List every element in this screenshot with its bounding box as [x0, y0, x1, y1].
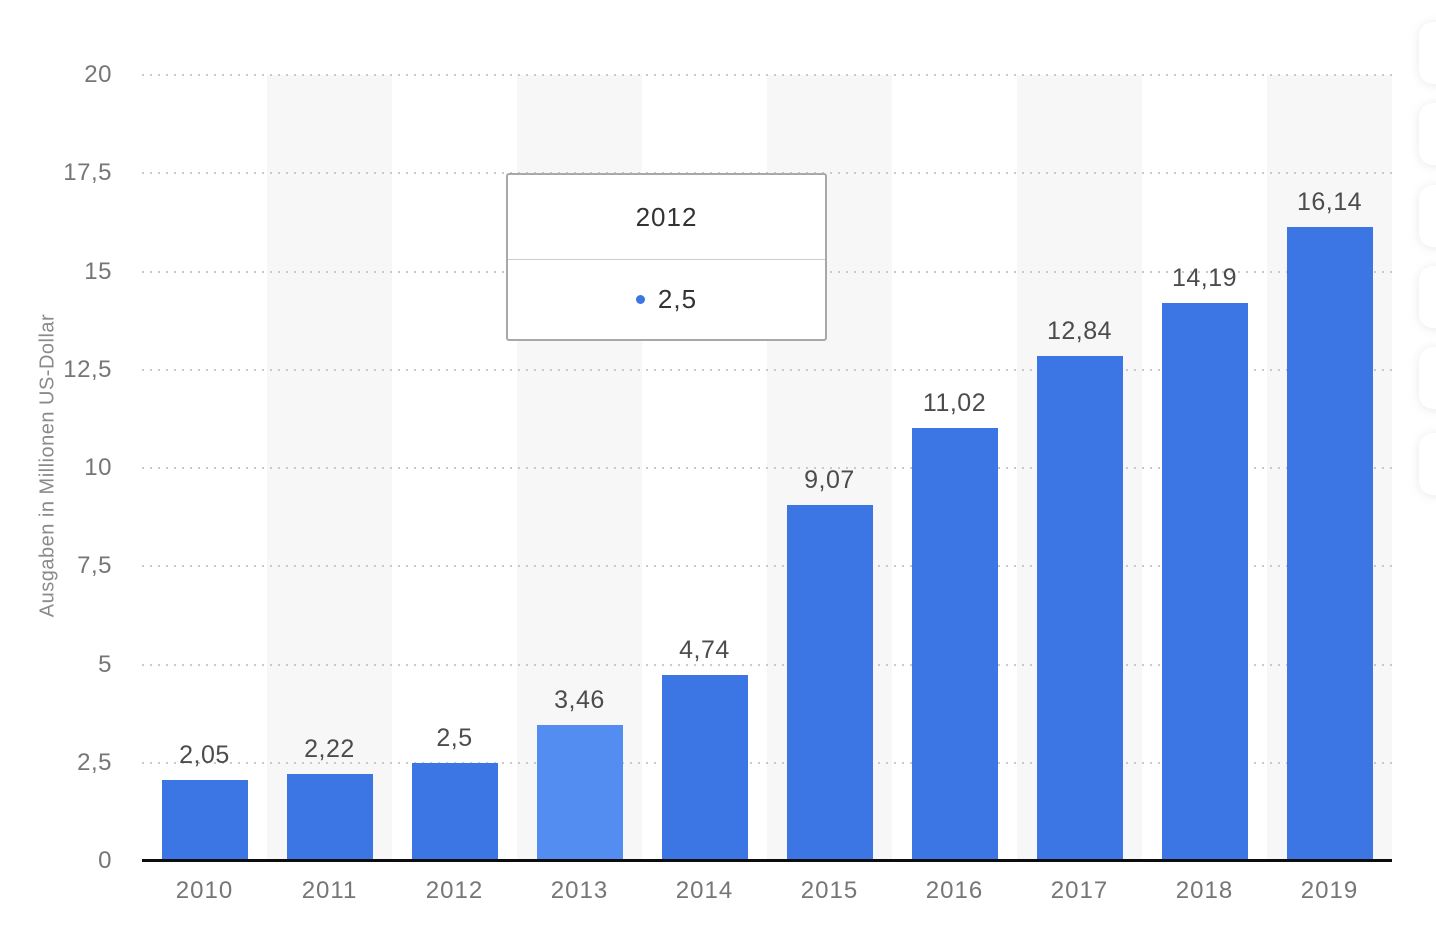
bar-2015[interactable] [786, 504, 873, 860]
x-axis-tick-label: 2010 [175, 877, 234, 904]
x-axis-line [142, 859, 1392, 862]
bar-2011[interactable] [286, 773, 373, 860]
bar-value-label: 2,05 [179, 741, 230, 769]
tooltip-row: 2,5 [508, 260, 825, 339]
bar-value-label: 3,46 [554, 686, 605, 714]
x-axis-tick-label: 2012 [425, 877, 484, 904]
side-rail-button[interactable] [1419, 185, 1436, 247]
bar-2014[interactable] [661, 674, 748, 860]
side-rail-button[interactable] [1419, 266, 1436, 328]
gridline [142, 369, 1392, 371]
y-axis-tick-label: 15 [84, 258, 112, 285]
x-axis-tick-label: 2011 [301, 877, 358, 904]
bar-2019[interactable] [1286, 226, 1373, 860]
tooltip-title: 2012 [508, 175, 825, 260]
x-axis-tick-label: 2019 [1300, 877, 1359, 904]
bar-2012[interactable] [411, 762, 498, 860]
y-axis-tick-label: 0 [98, 847, 112, 874]
bar-2018[interactable] [1161, 303, 1248, 860]
bar-2016[interactable] [911, 427, 998, 860]
x-axis-tick-label: 2013 [550, 877, 609, 904]
bar-value-label: 16,14 [1296, 188, 1363, 216]
y-axis-tick-label: 20 [84, 61, 112, 88]
bar-value-label: 11,02 [922, 389, 987, 417]
y-axis-tick-label: 7,5 [77, 552, 112, 579]
bar-value-label: 2,5 [436, 724, 473, 752]
x-axis-tick-label: 2015 [800, 877, 859, 904]
x-axis-tick-label: 2017 [1050, 877, 1109, 904]
gridline [142, 762, 1392, 764]
bar-2010[interactable] [161, 780, 248, 860]
bar-value-label: 14,19 [1171, 264, 1238, 292]
bar-2013[interactable] [536, 725, 623, 860]
y-axis-tick-label: 12,5 [63, 356, 112, 383]
side-rail-button[interactable] [1419, 103, 1436, 165]
x-axis-tick-label: 2016 [925, 877, 984, 904]
gridline [142, 74, 1392, 76]
side-rail-button[interactable] [1419, 347, 1436, 409]
y-axis-tick-label: 2,5 [77, 749, 112, 776]
bar-value-label: 4,74 [679, 636, 730, 664]
side-rail-button[interactable] [1419, 22, 1436, 84]
hover-tooltip: 2012 2,5 [506, 173, 827, 341]
gridline [142, 664, 1392, 666]
bar-value-label: 2,22 [304, 735, 355, 763]
bar-value-label: 12,84 [1046, 317, 1113, 345]
y-axis-tick-label: 17,5 [63, 159, 112, 186]
series-dot-icon [635, 295, 645, 304]
y-axis-tick-label: 5 [98, 651, 112, 678]
x-axis-tick-label: 2014 [675, 877, 734, 904]
bar-2017[interactable] [1036, 356, 1123, 860]
side-rail-button[interactable] [1419, 433, 1436, 495]
tooltip-value: 2,5 [657, 284, 698, 314]
x-axis-tick-label: 2018 [1175, 877, 1234, 904]
bar-value-label: 9,07 [804, 466, 855, 494]
gridline [142, 565, 1392, 567]
y-axis-tick-label: 10 [84, 454, 112, 481]
gridline [142, 467, 1392, 469]
